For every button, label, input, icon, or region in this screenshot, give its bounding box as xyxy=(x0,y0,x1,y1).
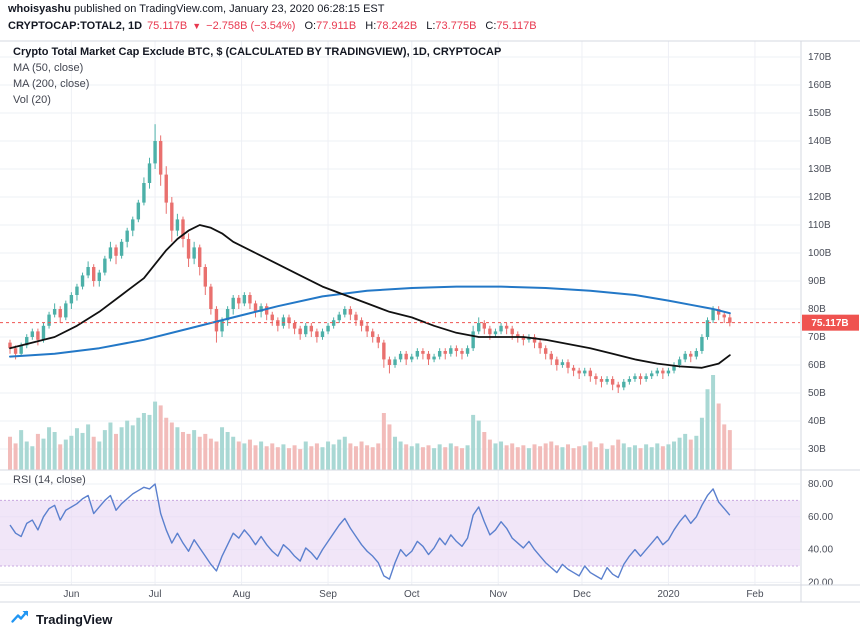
tradingview-brand-text: TradingView xyxy=(36,612,113,627)
svg-text:160B: 160B xyxy=(808,80,832,91)
high-label: H: xyxy=(365,20,377,32)
svg-text:Dec: Dec xyxy=(573,589,591,600)
pane-legend: Crypto Total Market Cap Exclude BTC, $ (… xyxy=(13,44,501,108)
svg-text:120B: 120B xyxy=(808,192,832,203)
price-change-value: −2.758B (−3.54%) xyxy=(206,20,296,32)
last-price-value: 75.117B xyxy=(147,20,188,32)
svg-text:Aug: Aug xyxy=(233,589,251,600)
svg-text:80.00: 80.00 xyxy=(808,479,833,490)
svg-text:20.00: 20.00 xyxy=(808,577,833,588)
svg-text:100B: 100B xyxy=(808,248,832,259)
svg-text:80B: 80B xyxy=(808,304,826,315)
tradingview-logo-icon xyxy=(10,607,30,632)
svg-text:170B: 170B xyxy=(808,52,832,63)
down-arrow-icon: ▼ xyxy=(192,21,202,31)
svg-text:110B: 110B xyxy=(808,220,831,231)
svg-text:Nov: Nov xyxy=(489,589,507,600)
svg-text:75.117B: 75.117B xyxy=(811,318,848,329)
svg-text:30B: 30B xyxy=(808,444,826,455)
close-value: 75.117B xyxy=(496,20,537,32)
svg-text:Sep: Sep xyxy=(319,589,337,600)
symbol-interval-label: CRYPTOCAP:TOTAL2, 1D xyxy=(8,20,143,32)
ohlc-close: C:75.117B xyxy=(481,20,536,32)
ohlc-open: O:77.911B xyxy=(300,20,356,32)
low-value: 73.775B xyxy=(435,20,477,32)
publish-info-bar: whoisyashu published on TradingView.com,… xyxy=(8,3,384,15)
close-label: C: xyxy=(485,20,497,32)
ma200-legend: MA (200, close) xyxy=(13,78,90,90)
svg-text:40B: 40B xyxy=(808,416,826,427)
svg-text:Feb: Feb xyxy=(746,589,764,600)
ohlc-high: H:78.242B xyxy=(361,20,417,32)
open-label: O: xyxy=(304,20,317,32)
ohlc-low: L:73.775B xyxy=(422,20,476,32)
open-value: 77.911B xyxy=(316,20,357,32)
volume-legend: Vol (20) xyxy=(13,94,51,106)
svg-text:150B: 150B xyxy=(808,108,832,119)
svg-text:2020: 2020 xyxy=(657,589,680,600)
svg-text:90B: 90B xyxy=(808,276,826,287)
high-value: 78.242B xyxy=(376,20,418,32)
svg-text:140B: 140B xyxy=(808,136,832,147)
svg-text:Jul: Jul xyxy=(149,589,162,600)
svg-text:70B: 70B xyxy=(808,332,826,343)
svg-text:130B: 130B xyxy=(808,164,832,175)
tradingview-footer-link[interactable]: TradingView xyxy=(10,607,112,632)
low-label: L: xyxy=(426,20,436,32)
svg-text:Jun: Jun xyxy=(63,589,79,600)
svg-text:Oct: Oct xyxy=(404,589,420,600)
rsi-legend: RSI (14, close) xyxy=(13,474,86,486)
symbol-status-bar: CRYPTOCAP:TOTAL2, 1D 75.117B ▼ −2.758B (… xyxy=(8,20,537,32)
author-link[interactable]: whoisyashu xyxy=(8,3,71,15)
svg-text:60.00: 60.00 xyxy=(808,512,833,523)
svg-text:60B: 60B xyxy=(808,360,826,371)
publish-info-text: published on TradingView.com, January 23… xyxy=(70,3,385,15)
chart-title: Crypto Total Market Cap Exclude BTC, $ (… xyxy=(13,46,502,58)
ma50-legend: MA (50, close) xyxy=(13,62,84,74)
svg-text:50B: 50B xyxy=(808,388,826,399)
svg-text:40.00: 40.00 xyxy=(808,545,833,556)
